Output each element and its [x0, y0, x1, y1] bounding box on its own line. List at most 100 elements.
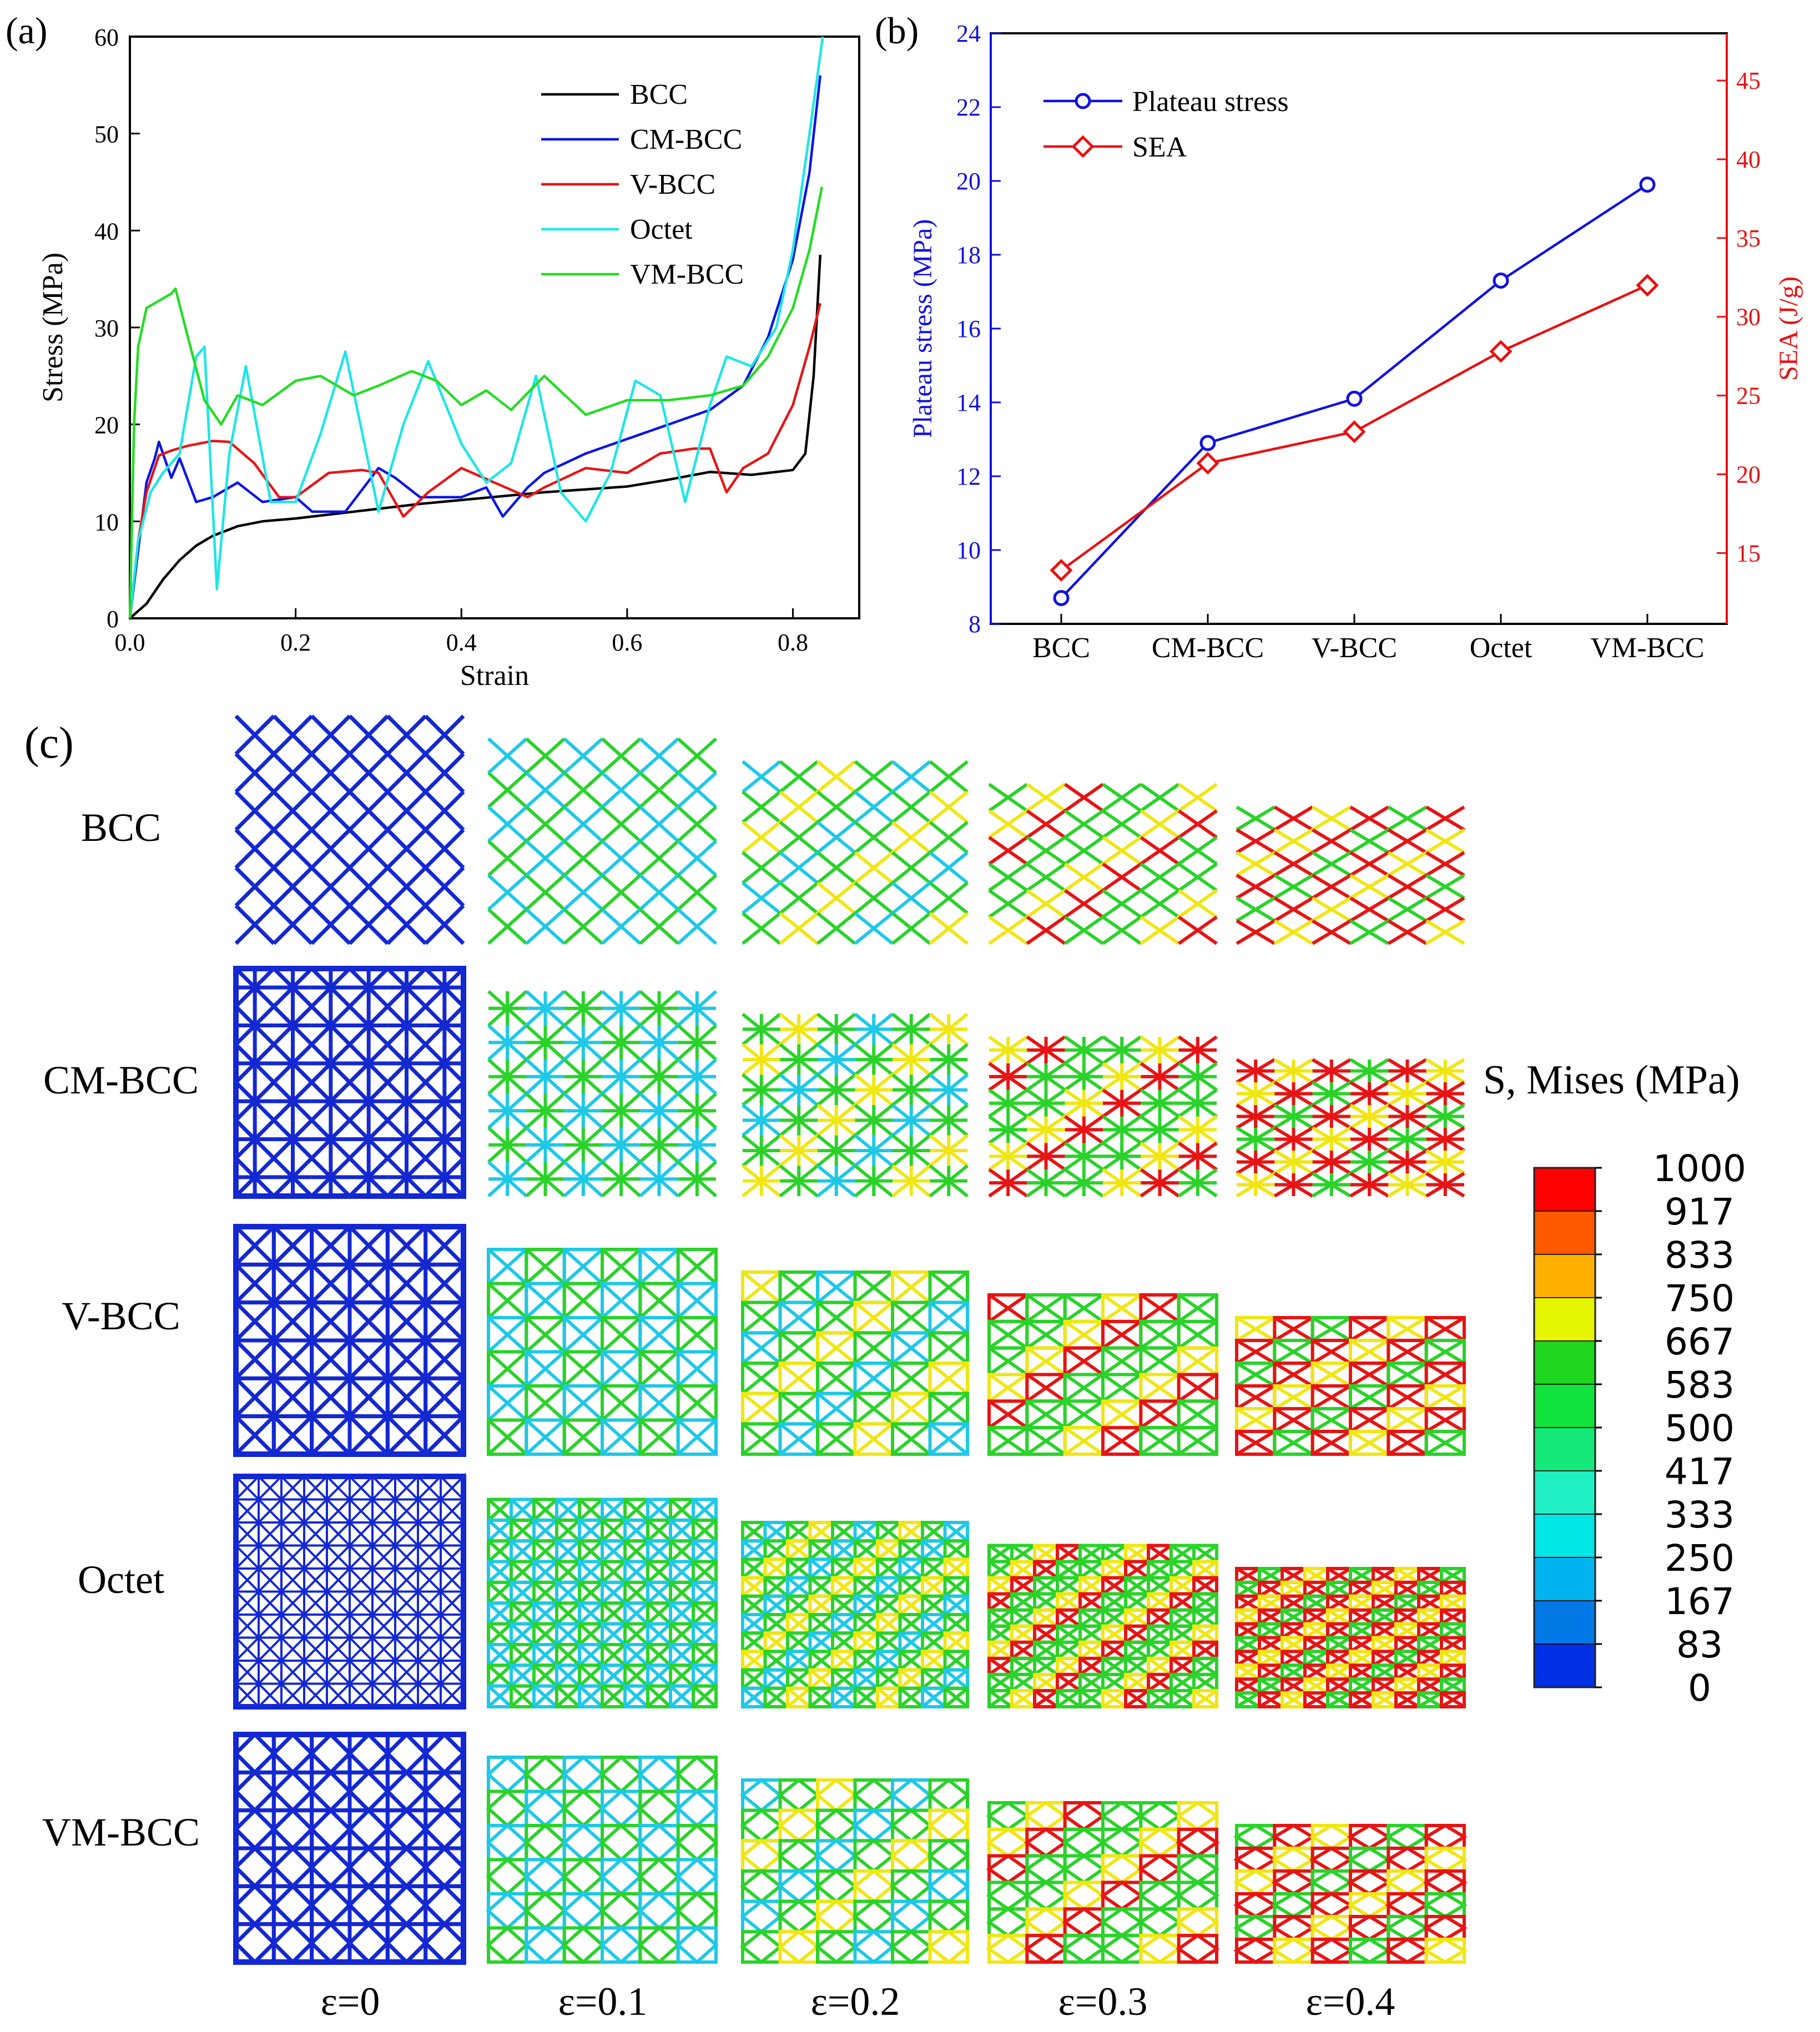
lattice-cell — [1347, 1914, 1392, 1942]
panel-a-legend: BCC CM-BCC V-BCC Octet VM-BCC — [541, 79, 744, 290]
lattice-cell — [779, 1073, 819, 1107]
lattice-cell — [525, 1350, 566, 1388]
lattice-cell — [816, 1422, 857, 1456]
lattice-cell — [853, 1521, 879, 1543]
lattice-cell — [1177, 809, 1218, 839]
lattice-cell — [525, 1126, 566, 1163]
lattice-cell — [1387, 1316, 1428, 1342]
lattice-cell — [272, 714, 314, 755]
left-tick-label: 8 — [969, 611, 981, 638]
lattice-cell — [303, 1544, 328, 1570]
lattice-cell — [1385, 1892, 1430, 1919]
lattice-cell — [347, 1732, 391, 1776]
lattice-cell — [1235, 1677, 1261, 1695]
lattice-cell — [1273, 1081, 1314, 1107]
lattice-cell — [675, 1754, 719, 1794]
lattice-cell — [1303, 1622, 1329, 1640]
lattice-cell — [555, 1497, 581, 1522]
lattice-cell — [676, 1248, 718, 1285]
lattice-cell — [669, 1663, 695, 1688]
lattice-cell — [1303, 1677, 1329, 1695]
lattice-cell — [371, 1682, 396, 1708]
lattice-cell — [1425, 1149, 1465, 1175]
lattice-cell — [898, 1576, 924, 1598]
lattice-cell — [532, 1518, 558, 1543]
lattice-cell — [853, 1594, 879, 1616]
lattice-cell — [440, 1521, 465, 1547]
lattice-cell — [1387, 1081, 1428, 1107]
lattice-cell — [675, 1823, 719, 1862]
lattice-cell — [1273, 1339, 1314, 1365]
lattice-cell — [386, 714, 427, 755]
lattice-cell — [1078, 1544, 1105, 1564]
lattice-cell — [1056, 1656, 1082, 1676]
lattice-cell — [1235, 1407, 1277, 1433]
lattice-cell — [891, 1164, 931, 1198]
row-label-bcc: BCC — [81, 805, 161, 850]
lattice-cell — [555, 1518, 581, 1543]
lattice-cell — [555, 1539, 581, 1564]
lattice-cell — [763, 1539, 789, 1561]
lattice-cell — [1394, 1594, 1420, 1612]
lattice-cell — [1192, 1576, 1218, 1596]
lattice-cell — [1140, 889, 1180, 919]
lattice-cell — [943, 1668, 969, 1690]
lattice-cell — [1169, 1656, 1196, 1676]
lattice-cell — [921, 1521, 947, 1543]
lattice-cell — [1280, 1663, 1307, 1681]
lattice-cell — [943, 1686, 969, 1708]
lattice-cell — [1423, 1823, 1468, 1851]
lattice-cell — [1033, 1688, 1059, 1708]
lattice-cell — [523, 1789, 567, 1828]
lattice-cell — [1372, 1663, 1398, 1681]
lattice-cell — [601, 772, 642, 809]
lattice-cell — [1192, 1656, 1218, 1676]
y-tick-label: 60 — [94, 24, 119, 51]
lattice-cell — [929, 760, 969, 794]
lattice-cell — [1372, 1567, 1398, 1584]
lattice-cell — [1271, 1937, 1316, 1964]
lattice-cell — [1169, 1560, 1196, 1580]
lattice-cell — [1303, 1636, 1329, 1653]
lattice-cell — [525, 874, 566, 911]
lattice-cell — [1349, 851, 1389, 877]
lattice-cell — [1176, 1854, 1220, 1885]
lattice-cell — [929, 881, 969, 915]
lattice-cell — [563, 908, 604, 945]
lattice-cell — [422, 1921, 466, 1965]
lattice-cell — [349, 1682, 374, 1708]
lattice-cell — [1423, 1937, 1468, 1964]
lattice-cell — [271, 1807, 315, 1851]
lattice-cell — [1394, 1663, 1420, 1681]
lattice-cell — [385, 1769, 428, 1813]
left-tick-label: 14 — [956, 389, 981, 416]
lattice-cell — [639, 737, 679, 774]
lattice-cell — [233, 1846, 277, 1889]
lattice-cell — [853, 1300, 894, 1335]
lattice-cell — [1139, 1346, 1181, 1376]
lattice-cell — [1138, 1801, 1182, 1832]
lattice-cell — [440, 1636, 465, 1662]
lattice-cell — [562, 1754, 605, 1794]
lattice-cell — [1147, 1672, 1173, 1692]
lattice-cell — [1177, 1426, 1218, 1456]
lattice-cell — [638, 1418, 680, 1456]
lattice-cell — [1387, 1384, 1428, 1410]
lattice-cell — [1385, 1823, 1430, 1851]
lattice-cell — [309, 1732, 352, 1776]
lattice-cell — [1312, 828, 1352, 854]
lattice-cell — [816, 851, 856, 885]
lattice-cell — [523, 1891, 567, 1930]
lattice-cell — [1271, 1892, 1316, 1919]
lattice-cell — [424, 904, 465, 945]
panel-b-series — [1050, 177, 1659, 606]
lattice-cell — [271, 1224, 314, 1267]
lattice-cell — [742, 1103, 782, 1137]
lattice-cell — [854, 820, 894, 854]
lattice-cell — [555, 1663, 581, 1688]
lattice-cell — [601, 1161, 642, 1198]
lattice-cell — [371, 1521, 396, 1547]
lattice-cell — [272, 904, 314, 945]
lattice-cell — [563, 990, 604, 1027]
lattice-cell — [779, 760, 819, 794]
